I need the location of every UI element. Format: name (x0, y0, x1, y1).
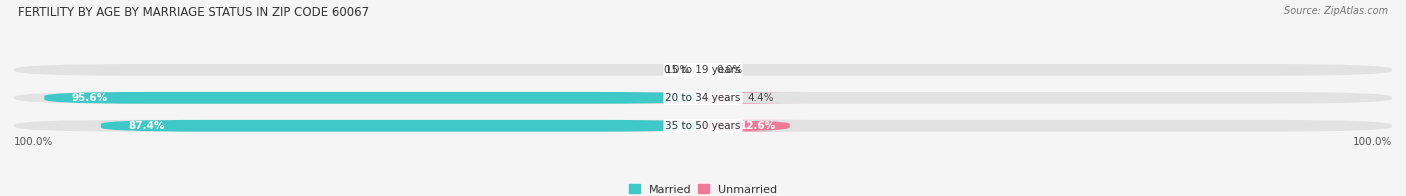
FancyBboxPatch shape (14, 120, 1392, 132)
Text: 0.0%: 0.0% (664, 65, 689, 75)
Text: 100.0%: 100.0% (1353, 137, 1392, 147)
Text: 0.0%: 0.0% (717, 65, 742, 75)
Text: 20 to 34 years: 20 to 34 years (665, 93, 741, 103)
FancyBboxPatch shape (101, 120, 703, 132)
FancyBboxPatch shape (14, 92, 1392, 104)
Text: 15 to 19 years: 15 to 19 years (665, 65, 741, 75)
FancyBboxPatch shape (45, 92, 703, 104)
Text: 4.4%: 4.4% (747, 93, 773, 103)
Text: Source: ZipAtlas.com: Source: ZipAtlas.com (1284, 6, 1388, 16)
FancyBboxPatch shape (630, 92, 807, 104)
Text: 35 to 50 years: 35 to 50 years (665, 121, 741, 131)
FancyBboxPatch shape (686, 120, 807, 132)
Legend: Married, Unmarried: Married, Unmarried (628, 184, 778, 195)
Text: 12.6%: 12.6% (740, 121, 776, 131)
Text: FERTILITY BY AGE BY MARRIAGE STATUS IN ZIP CODE 60067: FERTILITY BY AGE BY MARRIAGE STATUS IN Z… (18, 6, 370, 19)
Text: 100.0%: 100.0% (14, 137, 53, 147)
Text: 87.4%: 87.4% (128, 121, 165, 131)
FancyBboxPatch shape (14, 64, 1392, 76)
Text: 95.6%: 95.6% (72, 93, 108, 103)
